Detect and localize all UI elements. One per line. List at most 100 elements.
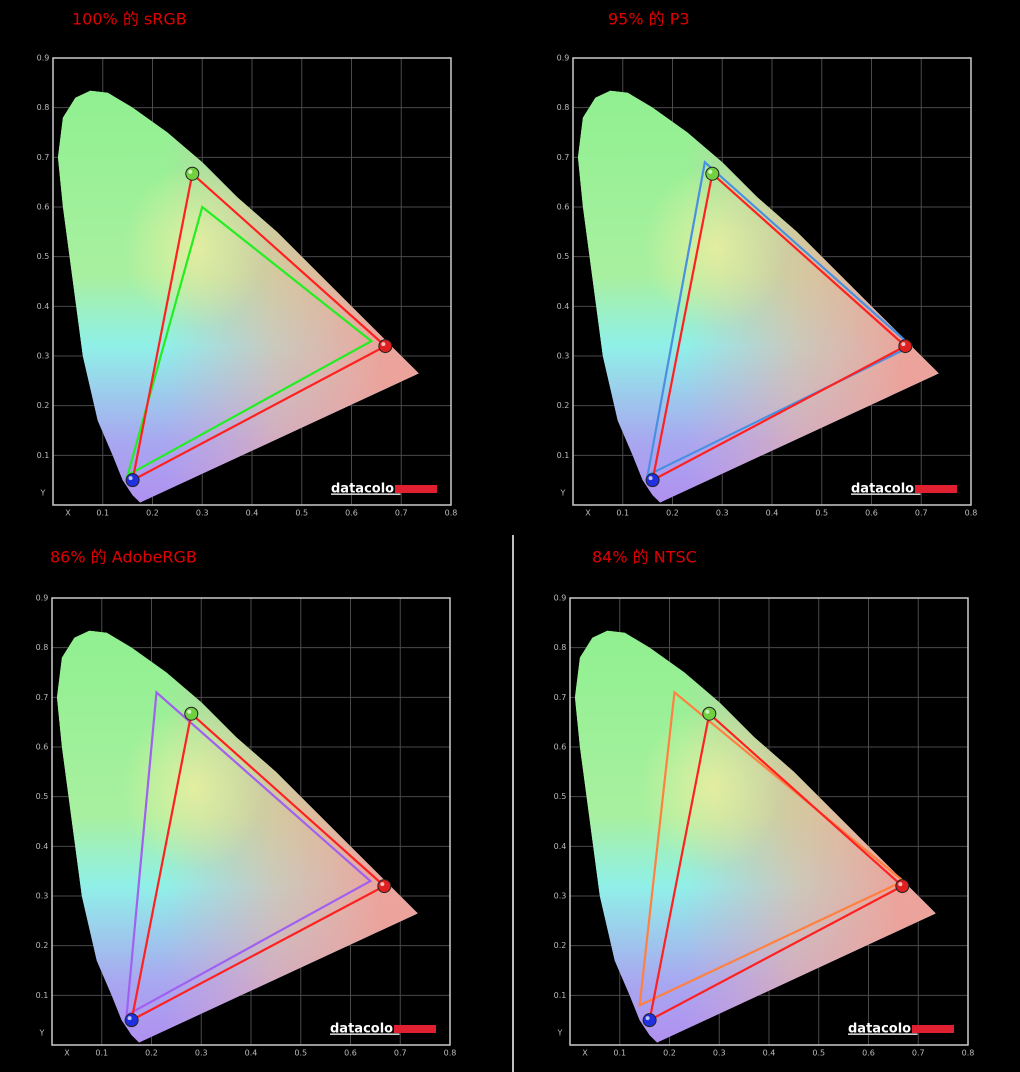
y-tick-label: 0.6 xyxy=(554,743,567,752)
locus-overlay xyxy=(574,630,936,1043)
x-tick-label: 0.6 xyxy=(345,509,358,518)
locus-overlay xyxy=(56,630,418,1043)
y-tick-label: 0.9 xyxy=(557,54,570,63)
y-tick-label: 0.8 xyxy=(37,103,50,112)
gamut-triangle xyxy=(646,160,914,478)
y-tick-label: 0.3 xyxy=(554,892,567,901)
y-tick-label: 0.1 xyxy=(37,451,50,460)
x-tick-label: 0.3 xyxy=(716,509,729,518)
y-tick-label: 0.5 xyxy=(37,252,50,261)
y-tick-label: 0.7 xyxy=(37,153,50,162)
chart: 100% 的 sRGB X 0.1 0.2 0.3 0.4 0.5 0.6 0.7 0.8 Y 0.1… xyxy=(37,10,458,518)
x-tick-label: 0.4 xyxy=(763,1049,776,1058)
primary-marker xyxy=(645,473,660,488)
x-tick-label: 0.2 xyxy=(145,1049,158,1058)
chart: 95% 的 P3 X 0.1 0.2 0.3 0.4 0.5 0.6 0.7 0.8 Y 0.1 0.2… xyxy=(557,10,978,518)
primary-marker xyxy=(125,473,140,488)
x-tick-label: 0.4 xyxy=(246,509,259,518)
x-tick-label: 0.5 xyxy=(815,509,828,518)
primary-marker xyxy=(378,339,393,354)
plot-frame xyxy=(569,597,969,1046)
x-tick-label: 0.5 xyxy=(812,1049,825,1058)
gamut-triangle xyxy=(648,711,905,1023)
x-tick-label: 0.2 xyxy=(666,509,679,518)
y-tick-label: 0.9 xyxy=(37,54,50,63)
y-tick-label: 0.1 xyxy=(557,451,570,460)
x-tick-label: X xyxy=(64,1049,70,1058)
primary-marker xyxy=(377,879,392,894)
y-tick-label: 0.8 xyxy=(36,643,49,652)
y-tick-label: 0.1 xyxy=(36,991,49,1000)
marker-highlight xyxy=(127,1016,132,1021)
y-tick-label: 0.6 xyxy=(557,203,570,212)
logo: datacolor xyxy=(851,482,921,497)
x-tick-label: 0.1 xyxy=(96,509,109,518)
marker-highlight xyxy=(381,342,386,347)
y-tick-label: 0.8 xyxy=(554,643,567,652)
y-tick-label: Y xyxy=(560,489,566,498)
y-tick-label: 0.9 xyxy=(554,594,567,603)
logo-bar xyxy=(915,485,957,493)
y-tick-label: 0.2 xyxy=(37,401,50,410)
primary-marker xyxy=(185,166,200,181)
x-tick-label: X xyxy=(65,509,71,518)
x-tick-label: 0.3 xyxy=(713,1049,726,1058)
x-tick-label: 0.5 xyxy=(295,509,308,518)
primary-marker xyxy=(184,706,199,721)
y-tick-label: 0.5 xyxy=(557,252,570,261)
x-tick-label: 0.4 xyxy=(245,1049,258,1058)
x-tick-label: 0.8 xyxy=(962,1049,975,1058)
chart: 84% 的 NTSC X 0.1 0.2 0.3 0.4 0.5 0.6 0.7 0.8 Y 0.1 0… xyxy=(554,548,975,1058)
locus-overlay xyxy=(57,90,419,503)
x-tick-label: X xyxy=(585,509,591,518)
chart-title: 84% 的 NTSC xyxy=(592,548,697,567)
x-tick-label: 0.4 xyxy=(766,509,779,518)
y-tick-label: 0.5 xyxy=(36,792,49,801)
y-tick-label: 0.3 xyxy=(557,352,570,361)
chart: 86% 的 AdobeRGB X 0.1 0.2 0.3 0.4 0.5 0.6 0.7 0.8 Y… xyxy=(36,548,457,1058)
chart-title: 95% 的 P3 xyxy=(608,10,690,29)
marker-highlight xyxy=(705,709,710,714)
marker-highlight xyxy=(648,476,653,481)
x-tick-label: 0.3 xyxy=(196,509,209,518)
y-tick-label: 0.2 xyxy=(554,941,567,950)
marker-highlight xyxy=(128,476,133,481)
x-tick-label: 0.7 xyxy=(912,1049,925,1058)
marker-highlight xyxy=(380,882,385,887)
y-tick-label: 0.1 xyxy=(554,991,567,1000)
x-tick-label: 0.1 xyxy=(95,1049,108,1058)
x-tick-label: 0.2 xyxy=(663,1049,676,1058)
gamut-triangle xyxy=(130,711,387,1023)
logo-bar xyxy=(395,485,437,493)
x-tick-label: 0.7 xyxy=(394,1049,407,1058)
marker-highlight xyxy=(187,709,192,714)
y-tick-label: 0.2 xyxy=(36,941,49,950)
logo-bar xyxy=(394,1025,436,1033)
y-tick-label: 0.4 xyxy=(557,302,570,311)
y-tick-label: 0.6 xyxy=(36,743,49,752)
y-tick-label: 0.2 xyxy=(557,401,570,410)
primary-marker xyxy=(705,166,720,181)
y-tick-label: 0.8 xyxy=(557,103,570,112)
plot-frame xyxy=(572,57,972,506)
primary-marker xyxy=(895,879,910,894)
x-tick-label: X xyxy=(582,1049,588,1058)
marker-highlight xyxy=(645,1016,650,1021)
marker-highlight xyxy=(188,169,193,174)
logo: datacolor xyxy=(330,1022,400,1037)
y-tick-label: 0.7 xyxy=(554,693,567,702)
plot-frame xyxy=(52,57,452,506)
x-tick-label: 0.6 xyxy=(344,1049,357,1058)
x-tick-label: 0.6 xyxy=(862,1049,875,1058)
logo-bar xyxy=(912,1025,954,1033)
gamut-triangle xyxy=(651,171,908,483)
gamut-triangle xyxy=(638,690,906,1008)
x-tick-label: 0.7 xyxy=(915,509,928,518)
plot-frame xyxy=(51,597,451,1046)
y-tick-label: 0.5 xyxy=(554,792,567,801)
y-tick-label: Y xyxy=(557,1029,563,1038)
chart-title: 86% 的 AdobeRGB xyxy=(50,548,197,567)
locus-overlay xyxy=(577,90,939,503)
x-tick-label: 0.8 xyxy=(444,1049,457,1058)
marker-highlight xyxy=(901,342,906,347)
